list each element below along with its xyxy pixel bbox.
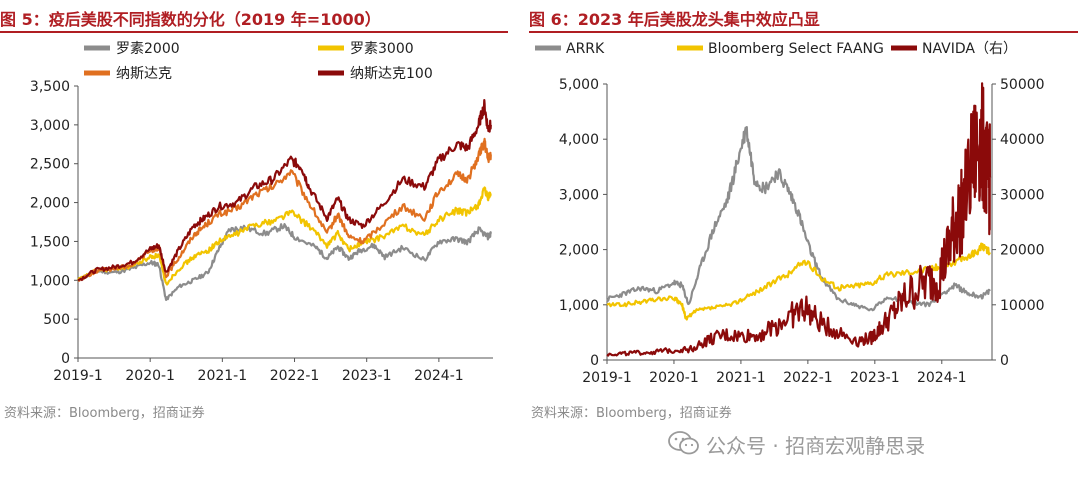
right-y-right-tick-label: 0	[1000, 353, 1009, 369]
right-title-rule	[529, 31, 1078, 33]
right-source: 资料来源：Bloomberg，招商证券	[531, 406, 732, 421]
right-y-left-tick-label: 3,000	[559, 187, 599, 203]
right-series-line	[606, 126, 991, 312]
left-y-tick-label: 3,000	[30, 118, 70, 134]
right-y-right-tick-label: 30000	[1000, 187, 1045, 203]
right-y-left-tick-label: 2,000	[559, 243, 599, 259]
left-x-tick-label: 2019-1	[53, 368, 103, 384]
left-legend-label: 罗素2000	[116, 41, 180, 57]
right-legend-label: NAVIDA（右）	[922, 41, 1017, 57]
left-chart: 0 500 1,000 1,500 2,000 2,500 3,000 3,500 2019-1…	[30, 41, 493, 384]
left-y-tick-label: 2,000	[30, 196, 70, 212]
left-series-line	[77, 99, 492, 282]
left-y-tick-label: 500	[43, 312, 70, 328]
left-title-rule	[0, 31, 508, 33]
watermark-text: 公众号 · 招商宏观静思录	[706, 434, 926, 458]
left-source: 资料来源：Bloomberg，招商证券	[4, 406, 205, 421]
wechat-icon	[668, 431, 699, 455]
right-series-line	[606, 82, 992, 357]
left-x-tick-label: 2022-1	[270, 368, 320, 384]
right-y-right-tick-label: 50000	[1000, 77, 1045, 93]
left-series-line	[77, 223, 492, 301]
right-x-tick-label: 2023-1	[850, 370, 900, 386]
left-y-tick-label: 1,000	[30, 273, 70, 289]
right-y-right-tick-label: 40000	[1000, 132, 1045, 148]
left-chart-title: 图 5：疫后美股不同指数的分化（2019 年=1000）	[0, 10, 381, 29]
right-y-left-tick-label: 1,000	[559, 298, 599, 314]
left-y-tick-label: 1,500	[30, 234, 70, 250]
right-x-tick-label: 2019-1	[582, 370, 632, 386]
right-legend-label: Bloomberg Select FAANG	[708, 41, 884, 57]
right-x-tick-label: 2020-1	[649, 370, 699, 386]
right-y-left-tick-label: 5,000	[559, 77, 599, 93]
left-y-tick-label: 0	[61, 351, 70, 367]
left-x-tick-label: 2024-1	[414, 368, 464, 384]
left-legend-label: 纳斯达克100	[350, 66, 433, 82]
right-chart-title: 图 6：2023 年后美股龙头集中效应凸显	[529, 10, 820, 29]
right-x-tick-label: 2024-1	[917, 370, 967, 386]
right-legend-label: ARRK	[566, 41, 605, 57]
left-x-tick-label: 2023-1	[342, 368, 392, 384]
left-y-tick-label: 3,500	[30, 79, 70, 95]
right-y-left-tick-label: 4,000	[559, 132, 599, 148]
left-y-tick-label: 2,500	[30, 157, 70, 173]
right-y-right-tick-label: 10000	[1000, 298, 1045, 314]
right-y-right-tick-label: 20000	[1000, 243, 1045, 259]
right-x-tick-label: 2021-1	[716, 370, 766, 386]
right-y-left-tick-label: 0	[590, 353, 599, 369]
right-x-tick-label: 2022-1	[783, 370, 833, 386]
left-legend-label: 纳斯达克	[116, 66, 172, 82]
left-x-tick-label: 2020-1	[125, 368, 175, 384]
left-series-line	[77, 186, 492, 286]
left-legend-label: 罗素3000	[350, 41, 414, 57]
left-x-tick-label: 2021-1	[198, 368, 248, 384]
right-chart: 0 1,000 2,000 3,000 4,000 5,000 0 10000 20000 300…	[535, 41, 1045, 386]
